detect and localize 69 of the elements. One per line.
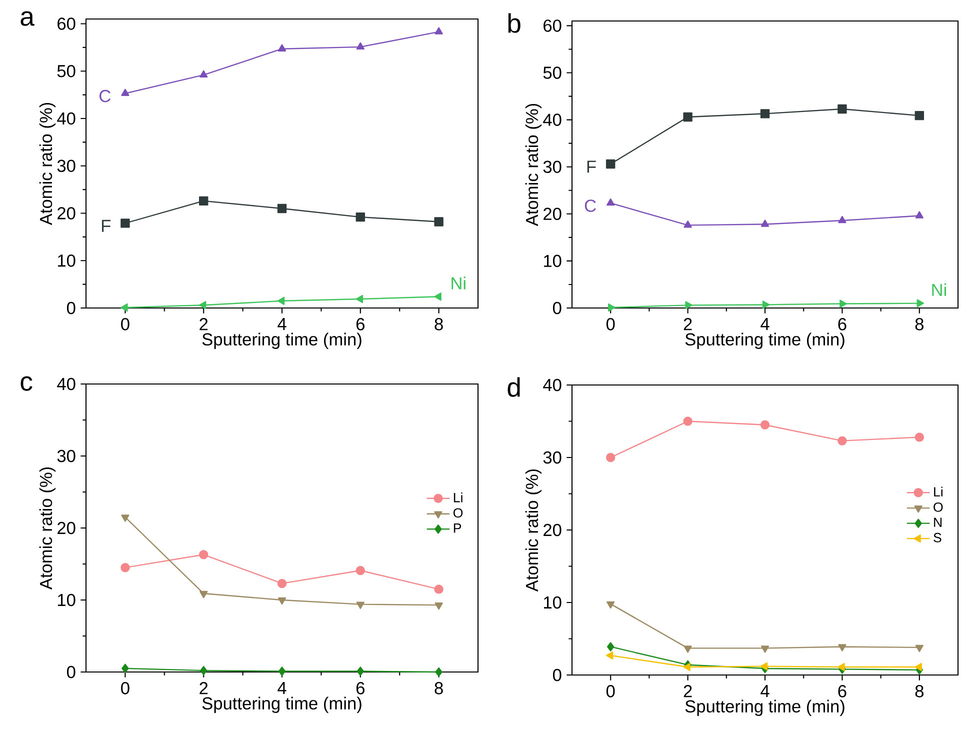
y-tick-label: 0 xyxy=(66,302,76,314)
series-label: Ni xyxy=(932,283,946,296)
x-tick-label: 4 xyxy=(278,318,286,330)
x-tick-label: 2 xyxy=(200,682,208,694)
series-label: F xyxy=(587,160,596,173)
y-axis-title: Atomic ratio (%) xyxy=(525,104,542,226)
y-tick-label: 10 xyxy=(544,254,562,268)
y-tick-label: 0 xyxy=(552,668,562,682)
x-tick-label: 4 xyxy=(760,685,770,697)
x-tick-label: 4 xyxy=(278,682,286,694)
x-axis-title: Sputtering time (min) xyxy=(202,696,362,713)
chart-title: d xyxy=(508,377,520,397)
x-tick-label: 6 xyxy=(838,318,846,330)
y-axis-title: Atomic ratio (%) xyxy=(39,102,56,226)
x-tick-label: 0 xyxy=(121,682,130,694)
y-tick-label: 40 xyxy=(543,378,562,392)
x-tick-label: 4 xyxy=(760,318,770,330)
x-tick-label: 0 xyxy=(121,318,130,330)
y-tick-label: 10 xyxy=(544,596,562,609)
x-axis-title: Sputtering time (min) xyxy=(685,700,844,716)
x-tick-label: 8 xyxy=(915,318,924,330)
x-tick-label: 6 xyxy=(356,318,364,330)
y-tick-label: 60 xyxy=(58,18,76,30)
x-tick-label: 0 xyxy=(606,685,615,698)
x-tick-label: 8 xyxy=(434,318,443,330)
x-axis-title: Sputtering time (min) xyxy=(202,332,362,349)
y-tick-label: 60 xyxy=(544,20,562,32)
x-axis-title: Sputtering time (min) xyxy=(685,332,844,349)
y-tick-label: 30 xyxy=(57,160,76,172)
chart-title: c xyxy=(20,376,32,391)
y-tick-label: 20 xyxy=(544,524,562,536)
y-tick-label: 20 xyxy=(58,207,76,220)
x-tick-label: 8 xyxy=(434,682,443,694)
y-tick-label: 20 xyxy=(58,522,76,534)
y-tick-label: 10 xyxy=(58,254,76,267)
y-tick-label: 30 xyxy=(543,451,562,464)
y-tick-label: 50 xyxy=(57,64,76,78)
y-tick-label: 10 xyxy=(58,594,76,606)
y-tick-label: 50 xyxy=(543,66,562,79)
y-tick-label: 40 xyxy=(57,378,76,390)
legend-label: S xyxy=(934,532,942,542)
x-tick-label: 0 xyxy=(606,318,615,330)
y-tick-label: 40 xyxy=(57,112,76,125)
legend-label: N xyxy=(934,518,942,527)
y-tick-label: 40 xyxy=(543,114,562,126)
y-tick-label: 0 xyxy=(552,302,562,314)
y-tick-label: 30 xyxy=(57,450,76,462)
chart-title: b xyxy=(508,13,520,33)
y-axis-title: Atomic ratio (%) xyxy=(525,469,542,592)
y-tick-label: 20 xyxy=(544,208,562,220)
legend-label: O xyxy=(453,508,463,518)
y-tick-label: 0 xyxy=(66,666,76,678)
series-label: Ni xyxy=(452,276,466,290)
chart-title: a xyxy=(20,11,34,26)
x-tick-label: 6 xyxy=(838,685,846,698)
x-tick-label: 2 xyxy=(684,318,692,330)
legend-label: Li xyxy=(454,492,462,502)
series-label: C xyxy=(584,200,596,212)
legend-label: O xyxy=(934,502,943,512)
y-axis-title: Atomic ratio (%) xyxy=(39,467,56,590)
legend-label: Li xyxy=(934,486,942,496)
x-tick-label: 6 xyxy=(356,682,364,694)
legend-label: P xyxy=(454,523,462,533)
x-tick-label: 8 xyxy=(915,685,924,698)
series-label: C xyxy=(100,90,110,102)
x-tick-label: 2 xyxy=(684,685,692,698)
y-tick-label: 30 xyxy=(543,160,562,173)
x-tick-label: 2 xyxy=(200,318,208,330)
series-label: F xyxy=(102,220,110,232)
